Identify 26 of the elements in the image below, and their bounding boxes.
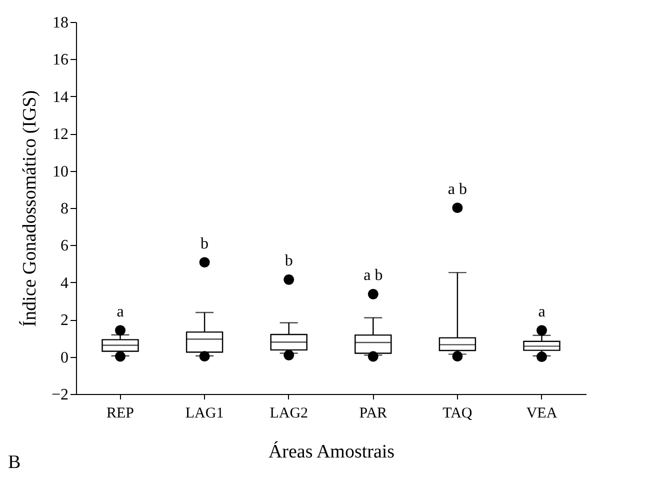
y-tick-label: 6 — [60, 238, 68, 255]
annotation: b — [200, 235, 209, 252]
x-tick-label: REP — [106, 406, 134, 422]
y-tick-label: 4 — [60, 274, 68, 292]
y-axis-title: Índice Gonadossomático (IGS) — [18, 90, 40, 327]
x-tick-label: TAQ — [442, 406, 472, 422]
x-tick-label: PAR — [359, 406, 388, 422]
y-tick-label: 2 — [60, 312, 68, 330]
y-tick-label: 12 — [52, 126, 68, 144]
x-tick-label: LAG2 — [270, 406, 308, 422]
annotation: a — [116, 303, 124, 320]
y-tick-label: −2 — [51, 386, 68, 404]
y-tick-label: 14 — [52, 88, 68, 106]
y-tick-label: 0 — [60, 349, 68, 366]
annotation: b — [284, 252, 293, 270]
y-tick-label: 10 — [52, 163, 68, 180]
x-tick-label: VEA — [526, 406, 558, 422]
y-tick-label: 8 — [60, 200, 68, 218]
text: B — [8, 452, 21, 473]
y-tick-label: 18 — [52, 14, 68, 32]
annotation: a b — [448, 180, 467, 198]
annotation: a — [538, 303, 546, 320]
y-tick-label: 16 — [52, 52, 68, 69]
x-axis-title: Áreas Amostrais — [268, 440, 395, 462]
x-tick-label: LAG1 — [185, 406, 224, 422]
annotation: a b — [364, 267, 383, 284]
